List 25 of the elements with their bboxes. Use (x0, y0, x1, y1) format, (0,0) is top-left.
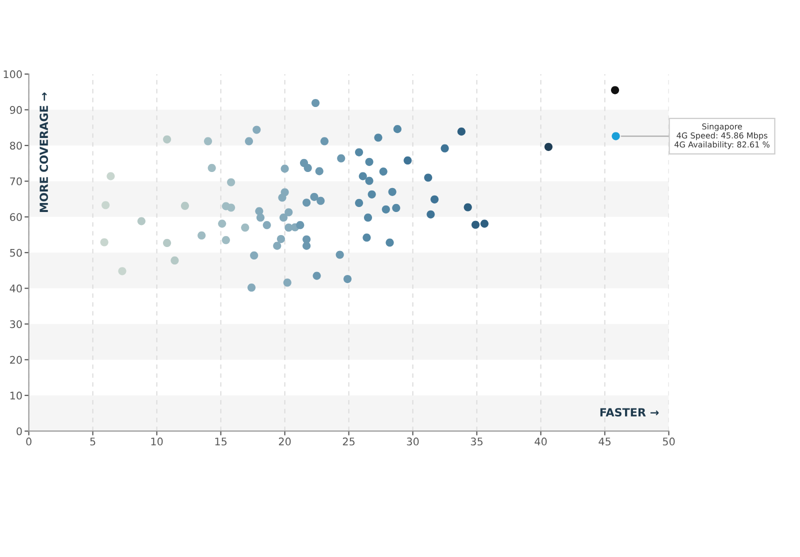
x-axis-title: FASTER → (600, 408, 659, 416)
y-tick-label: 80 (10, 142, 22, 150)
x-tick-label: 40 (534, 438, 547, 446)
y-tick-label: 90 (10, 106, 22, 114)
x-tick-label: 30 (406, 438, 419, 446)
x-tick-label: 10 (151, 438, 163, 446)
y-tick-label: 70 (10, 177, 22, 186)
x-tick-label: 0 (26, 438, 32, 446)
x-tick-label: 50 (662, 438, 675, 446)
x-tick-label: 45 (598, 438, 611, 446)
x-tick-label: 5 (90, 438, 96, 446)
x-tick-label: 15 (215, 438, 227, 446)
y-tick-label: 20 (10, 356, 22, 364)
y-tick-label: 0 (16, 427, 22, 436)
y-tick-label: 100 (4, 70, 22, 78)
x-tick-label: 20 (278, 438, 291, 446)
y-tick-label: 50 (10, 248, 22, 257)
x-tick-label: 35 (470, 438, 483, 446)
y-tick-label: 40 (10, 284, 22, 292)
y-tick-label: 30 (10, 320, 22, 328)
y-tick-label: 60 (10, 213, 22, 221)
annotation: Singapore 4G Speed: 45.86 Mbps 4G Availability: 82.61 % (674, 123, 770, 150)
x-tick-label: 25 (342, 438, 355, 446)
y-tick-label: 10 (10, 392, 22, 400)
y-axis-title: MORE COVERAGE → (40, 92, 48, 212)
